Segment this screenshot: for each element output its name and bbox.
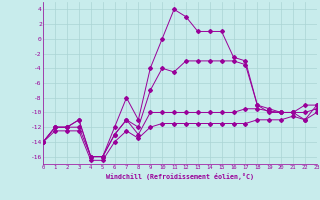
X-axis label: Windchill (Refroidissement éolien,°C): Windchill (Refroidissement éolien,°C) bbox=[106, 173, 254, 180]
